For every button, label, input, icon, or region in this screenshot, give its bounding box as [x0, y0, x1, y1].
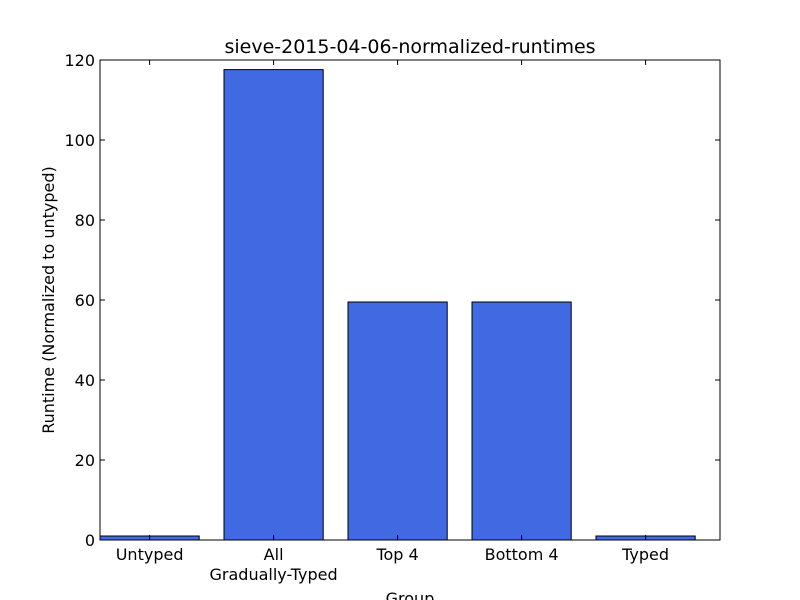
y-tick-label-0: 0	[85, 531, 95, 550]
x-tick-label-0: Untyped	[116, 545, 184, 564]
bar-2	[347, 301, 448, 541]
y-tick-label-1: 20	[75, 451, 95, 470]
y-tick-label-2: 40	[75, 371, 95, 390]
chart-title: sieve-2015-04-06-normalized-runtimes	[224, 36, 595, 58]
axes-layer: 0 20 40 60 80 100 120 Untyped All Gradually-Typed…	[64, 51, 721, 584]
y-tick-label-4: 80	[75, 211, 95, 230]
x-tick-label-1: All Gradually-Typed	[210, 545, 338, 584]
y-axis-title: Runtime (Normalized to untyped)	[39, 166, 58, 434]
bars-layer	[99, 69, 696, 541]
bar-1	[223, 69, 324, 541]
x-tick-label-3: Bottom 4	[485, 545, 559, 564]
x-tick-label-4: Typed	[621, 545, 669, 564]
y-tick-label-5: 100	[64, 131, 95, 150]
x-axis-title: Group	[386, 589, 435, 600]
y-tick-label-6: 120	[64, 51, 95, 70]
y-tick-label-3: 60	[75, 291, 95, 310]
x-tick-label-2: Top 4	[375, 545, 418, 564]
bar-3	[471, 301, 572, 541]
